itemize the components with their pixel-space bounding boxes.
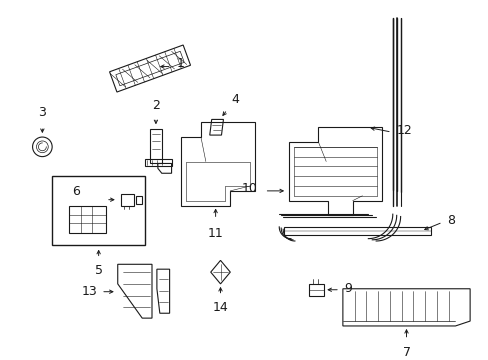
Text: 3: 3	[39, 107, 46, 120]
Text: 2: 2	[152, 99, 160, 112]
Text: 5: 5	[95, 264, 102, 277]
Text: 11: 11	[207, 227, 223, 240]
Text: 9: 9	[343, 282, 351, 295]
Text: 1: 1	[176, 57, 184, 70]
Text: 4: 4	[231, 93, 239, 106]
Text: 14: 14	[212, 301, 228, 315]
Text: 10: 10	[242, 183, 257, 195]
Text: 12: 12	[396, 124, 411, 137]
Text: 8: 8	[446, 214, 454, 227]
Text: 7: 7	[402, 346, 409, 359]
Text: 13: 13	[81, 285, 97, 298]
Text: 6: 6	[72, 185, 80, 198]
